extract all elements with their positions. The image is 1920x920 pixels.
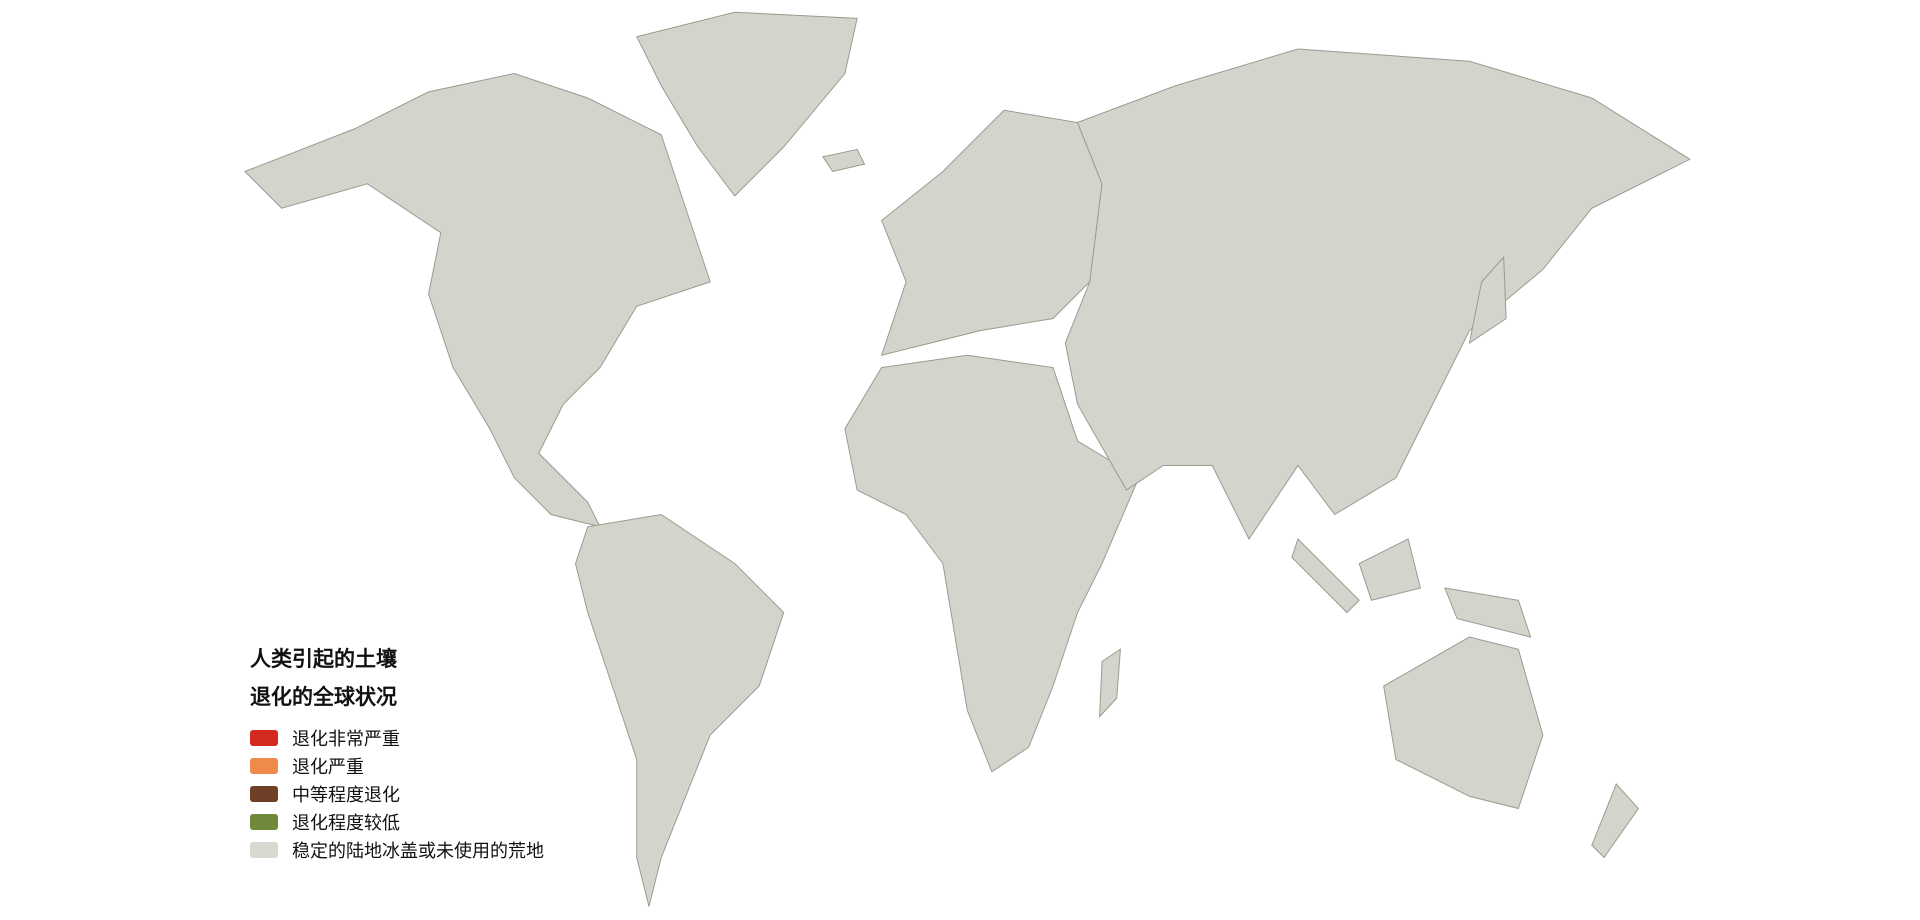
legend-item-stable: 稳定的陆地冰盖或未使用的荒地 [250, 836, 544, 864]
legend-item-severe: 退化严重 [250, 752, 544, 780]
legend-swatch [250, 786, 278, 802]
legend-title-line1: 人类引起的土壤 [250, 647, 397, 671]
map-legend: 人类引起的土壤 退化的全球状况 退化非常严重 退化严重 中等程度退化 退化程度较… [250, 640, 544, 864]
legend-swatch [250, 842, 278, 858]
legend-swatch [250, 814, 278, 830]
legend-swatch [250, 730, 278, 746]
legend-title-line2: 退化的全球状况 [250, 685, 397, 709]
legend-item-low: 退化程度较低 [250, 808, 544, 836]
legend-title: 人类引起的土壤 退化的全球状况 [250, 640, 544, 716]
legend-label: 稳定的陆地冰盖或未使用的荒地 [292, 841, 544, 862]
legend-swatch [250, 758, 278, 774]
legend-item-moderate: 中等程度退化 [250, 780, 544, 808]
legend-label: 退化严重 [292, 757, 364, 778]
legend-item-very-severe: 退化非常严重 [250, 724, 544, 752]
legend-label: 退化程度较低 [292, 813, 400, 834]
legend-label: 中等程度退化 [292, 785, 400, 806]
legend-label: 退化非常严重 [292, 729, 400, 750]
